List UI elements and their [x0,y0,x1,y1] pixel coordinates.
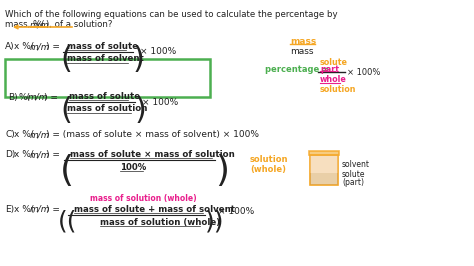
Bar [310,155,338,185]
Text: (part): (part) [342,178,364,187]
Text: B): B) [8,93,18,102]
Text: ): ) [135,96,147,125]
Text: m/m: m/m [30,150,51,159]
Text: mass of solute + mass of solvent: mass of solute + mass of solvent [74,205,235,214]
Text: mass of solution: mass of solution [67,104,147,113]
Text: E): E) [5,205,14,214]
Text: ): ) [215,154,229,188]
Text: ): ) [133,45,145,74]
Text: %(: %( [18,93,30,102]
Text: )): )) [205,209,225,233]
Text: Which of the following equations can be used to calculate the percentage by: Which of the following equations can be … [5,10,337,19]
Text: m/m: m/m [30,20,50,29]
Text: mass: mass [290,47,313,56]
Text: solution: solution [250,155,289,164]
Text: solution: solution [320,85,356,94]
Text: ((: (( [58,209,78,233]
Text: mass, %(: mass, %( [5,20,45,29]
Text: ) =: ) = [46,205,60,214]
Text: x %(: x %( [14,42,35,51]
Text: whole: whole [320,75,347,84]
Text: × 100%: × 100% [347,68,380,77]
Text: A): A) [5,42,15,51]
Text: ) =: ) = [46,42,60,51]
Text: m/m: m/m [30,205,51,214]
Text: × 100%: × 100% [218,207,254,216]
Text: ) = (mass of solute × mass of solvent) × 100%: ) = (mass of solute × mass of solvent) ×… [46,130,259,139]
Text: ) =: ) = [44,93,58,102]
Text: mass of solution (whole): mass of solution (whole) [90,194,197,203]
Text: m/m: m/m [28,93,48,102]
Text: D): D) [5,150,15,159]
Text: solute: solute [320,58,348,67]
Text: (: ( [60,154,74,188]
Text: ) =: ) = [46,150,60,159]
Text: m/m: m/m [30,130,51,139]
Text: percentage =: percentage = [265,65,329,74]
Text: x %(: x %( [14,130,35,139]
Text: solvent: solvent [342,160,370,169]
Text: C): C) [5,130,15,139]
Text: mass of solute: mass of solute [69,92,140,101]
Bar [309,151,339,155]
Text: mass of solution (whole): mass of solution (whole) [100,218,220,227]
Text: (: ( [60,96,72,125]
Text: m/m: m/m [30,42,51,51]
Text: solute: solute [342,170,365,179]
Text: part: part [320,65,339,74]
Text: mass: mass [290,37,316,46]
FancyBboxPatch shape [5,59,210,97]
Text: mass of solvent: mass of solvent [67,54,144,63]
Text: x %(: x %( [14,205,35,214]
Text: mass of solute × mass of solution: mass of solute × mass of solution [70,150,235,159]
Text: × 100%: × 100% [140,47,176,56]
Bar [310,155,338,173]
Text: mass of solute: mass of solute [67,42,138,51]
Text: (: ( [60,45,72,74]
Text: × 100%: × 100% [142,98,178,107]
Text: (whole): (whole) [250,165,286,174]
Text: x %(: x %( [14,150,35,159]
Text: ), of a solution?: ), of a solution? [46,20,112,29]
Text: 100%: 100% [120,163,146,172]
Bar [310,173,338,185]
